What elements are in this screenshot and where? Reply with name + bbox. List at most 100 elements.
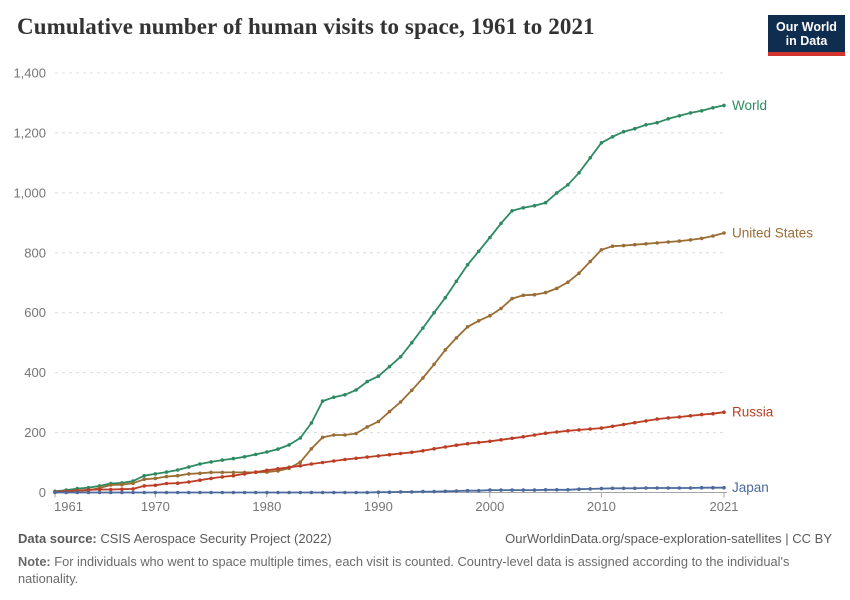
- data-point-united-states[interactable]: [555, 286, 559, 291]
- data-point-japan[interactable]: [443, 489, 448, 494]
- series-label-world[interactable]: World: [732, 98, 767, 113]
- series-label-russia[interactable]: Russia: [732, 405, 774, 420]
- data-point-japan[interactable]: [198, 490, 202, 495]
- data-point-united-states[interactable]: [633, 242, 637, 247]
- data-point-united-states[interactable]: [577, 271, 581, 276]
- data-point-russia[interactable]: [109, 487, 113, 492]
- data-point-world[interactable]: [432, 310, 436, 315]
- data-point-united-states[interactable]: [142, 477, 146, 482]
- data-point-japan[interactable]: [75, 490, 80, 495]
- data-point-japan[interactable]: [488, 488, 492, 492]
- data-point-japan[interactable]: [164, 490, 169, 495]
- data-point-japan[interactable]: [354, 490, 358, 495]
- data-point-japan[interactable]: [320, 490, 325, 495]
- data-point-japan[interactable]: [421, 489, 425, 494]
- data-point-united-states[interactable]: [187, 472, 191, 476]
- data-point-japan[interactable]: [722, 485, 726, 490]
- data-point-japan[interactable]: [276, 490, 280, 495]
- data-point-world[interactable]: [387, 364, 392, 369]
- data-point-world[interactable]: [410, 340, 414, 345]
- data-point-united-states[interactable]: [476, 319, 481, 323]
- data-point-russia[interactable]: [175, 481, 180, 486]
- data-point-russia[interactable]: [265, 468, 269, 473]
- data-point-russia[interactable]: [610, 424, 615, 429]
- data-point-russia[interactable]: [97, 487, 102, 492]
- data-point-russia[interactable]: [521, 435, 526, 439]
- data-point-world[interactable]: [465, 263, 470, 267]
- data-point-russia[interactable]: [566, 429, 570, 433]
- data-point-russia[interactable]: [421, 449, 425, 453]
- data-point-japan[interactable]: [588, 487, 592, 491]
- data-point-japan[interactable]: [153, 490, 158, 495]
- data-point-united-states[interactable]: [421, 376, 425, 380]
- data-point-world[interactable]: [510, 209, 514, 213]
- chart-canvas[interactable]: 0 200 400 600 800 1,000 1,200 1,400 1961 1970 1980…: [0, 0, 850, 530]
- data-point-united-states[interactable]: [410, 388, 414, 393]
- data-point-world[interactable]: [253, 452, 258, 457]
- data-point-united-states[interactable]: [722, 231, 726, 235]
- data-point-united-states[interactable]: [343, 433, 347, 437]
- data-point-russia[interactable]: [688, 414, 693, 418]
- data-point-japan[interactable]: [666, 486, 671, 490]
- data-point-united-states[interactable]: [521, 293, 526, 298]
- data-point-united-states[interactable]: [688, 238, 693, 242]
- data-point-russia[interactable]: [633, 420, 637, 425]
- data-point-united-states[interactable]: [131, 481, 135, 486]
- data-point-world[interactable]: [332, 395, 336, 400]
- data-point-japan[interactable]: [109, 490, 113, 495]
- data-point-japan[interactable]: [231, 490, 236, 495]
- data-point-japan[interactable]: [242, 490, 247, 495]
- data-point-russia[interactable]: [142, 484, 146, 488]
- data-point-russia[interactable]: [86, 488, 91, 492]
- data-point-united-states[interactable]: [164, 474, 169, 479]
- data-point-russia[interactable]: [153, 483, 158, 488]
- data-point-japan[interactable]: [142, 490, 146, 495]
- data-point-japan[interactable]: [510, 488, 514, 492]
- data-point-japan[interactable]: [633, 486, 637, 491]
- data-point-japan[interactable]: [688, 486, 693, 490]
- data-point-world[interactable]: [699, 109, 704, 113]
- data-point-russia[interactable]: [599, 426, 604, 430]
- data-point-japan[interactable]: [521, 488, 526, 492]
- data-point-united-states[interactable]: [320, 435, 325, 440]
- data-point-world[interactable]: [209, 460, 213, 464]
- data-point-world[interactable]: [666, 117, 671, 121]
- data-point-japan[interactable]: [387, 490, 392, 495]
- data-point-russia[interactable]: [677, 415, 682, 419]
- data-point-united-states[interactable]: [454, 336, 459, 340]
- data-point-world[interactable]: [376, 374, 381, 379]
- data-point-japan[interactable]: [543, 488, 548, 492]
- data-point-world[interactable]: [644, 123, 648, 127]
- data-point-japan[interactable]: [53, 490, 57, 495]
- data-point-russia[interactable]: [387, 452, 392, 457]
- data-point-united-states[interactable]: [220, 470, 225, 475]
- data-point-japan[interactable]: [699, 485, 704, 490]
- data-point-japan[interactable]: [577, 487, 581, 492]
- data-point-russia[interactable]: [242, 472, 247, 476]
- data-point-japan[interactable]: [555, 488, 559, 492]
- data-point-russia[interactable]: [131, 487, 135, 491]
- data-point-japan[interactable]: [711, 485, 715, 490]
- data-point-russia[interactable]: [231, 473, 236, 478]
- data-point-world[interactable]: [175, 468, 180, 472]
- data-point-world[interactable]: [298, 436, 303, 440]
- data-point-japan[interactable]: [332, 490, 336, 495]
- data-point-world[interactable]: [621, 129, 626, 134]
- data-point-japan[interactable]: [465, 488, 470, 493]
- data-point-united-states[interactable]: [510, 296, 514, 301]
- data-point-japan[interactable]: [532, 488, 537, 492]
- data-point-japan[interactable]: [610, 486, 615, 491]
- data-point-world[interactable]: [555, 191, 559, 195]
- data-point-japan[interactable]: [499, 488, 503, 492]
- data-point-united-states[interactable]: [666, 240, 671, 244]
- data-point-russia[interactable]: [332, 459, 336, 463]
- data-point-united-states[interactable]: [610, 244, 615, 248]
- data-point-russia[interactable]: [711, 411, 715, 416]
- data-point-united-states[interactable]: [566, 280, 570, 285]
- data-point-united-states[interactable]: [387, 409, 392, 414]
- data-point-world[interactable]: [499, 221, 503, 226]
- data-point-world[interactable]: [711, 106, 715, 110]
- data-point-world[interactable]: [633, 126, 637, 131]
- data-point-world[interactable]: [320, 399, 325, 403]
- data-point-japan[interactable]: [97, 490, 102, 495]
